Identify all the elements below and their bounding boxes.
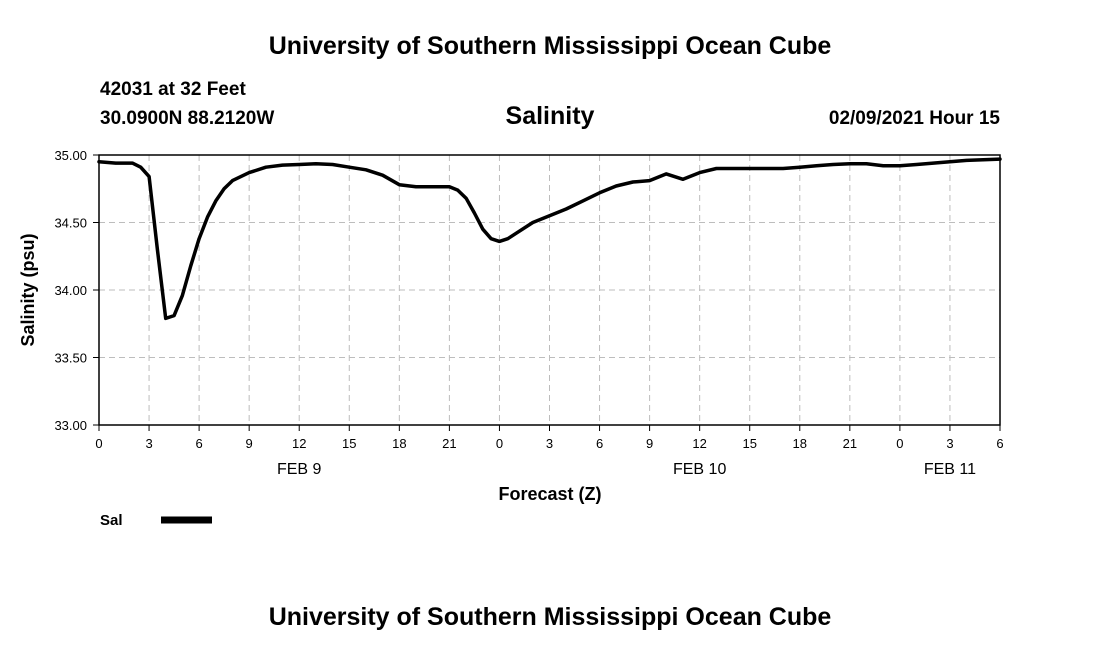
x-tick-label: 3: [946, 436, 953, 451]
x-tick-label: 18: [392, 436, 406, 451]
x-tick-label: 3: [145, 436, 152, 451]
x-tick-label: 0: [896, 436, 903, 451]
y-axis-label: Salinity (psu): [18, 233, 38, 346]
series-layer: [97, 157, 1002, 321]
y-tick-label: 35.00: [54, 148, 87, 163]
x-tick-label: 6: [195, 436, 202, 451]
x-tick-label: 21: [442, 436, 456, 451]
y-tick-label: 34.00: [54, 283, 87, 298]
x-tick-label: 9: [246, 436, 253, 451]
x-tick-label: 12: [292, 436, 306, 451]
page-title-top: University of Southern Mississippi Ocean…: [269, 32, 832, 60]
x-tick-label: 15: [342, 436, 356, 451]
y-tick-label: 34.50: [54, 216, 87, 231]
y-tick-label: 33.50: [54, 351, 87, 366]
x-axis-label: Forecast (Z): [498, 484, 601, 504]
x-tick-label: 18: [793, 436, 807, 451]
grid: [99, 155, 1000, 425]
series-line-sal: [97, 157, 1002, 321]
legend-label: Sal: [100, 512, 123, 529]
location-label: 30.0900N 88.2120W: [100, 108, 274, 129]
day-label: FEB 11: [924, 461, 976, 478]
y-tick-label: 33.00: [54, 418, 87, 433]
axis-ticks: 0 3 6 9 12 15 18 21 0 3 6 9 12 15 18 21 0 3 6 33.00 33.50 34.…: [54, 148, 1003, 478]
page-title-bottom: University of Southern Mississippi Ocean…: [269, 603, 832, 631]
datetime-label: 02/09/2021 Hour 15: [829, 108, 1001, 129]
x-tick-label: 0: [95, 436, 102, 451]
day-label: FEB 10: [673, 461, 726, 478]
x-tick-label: 12: [692, 436, 706, 451]
x-tick-label: 3: [546, 436, 553, 451]
station-label: 42031 at 32 Feet: [100, 79, 246, 100]
x-tick-label: 6: [996, 436, 1003, 451]
x-tick-label: 0: [496, 436, 503, 451]
day-label: FEB 9: [277, 461, 322, 478]
x-tick-label: 15: [742, 436, 756, 451]
x-tick-label: 6: [596, 436, 603, 451]
x-tick-label: 21: [843, 436, 857, 451]
x-tick-label: 9: [646, 436, 653, 451]
chart-title: Salinity: [506, 102, 595, 130]
